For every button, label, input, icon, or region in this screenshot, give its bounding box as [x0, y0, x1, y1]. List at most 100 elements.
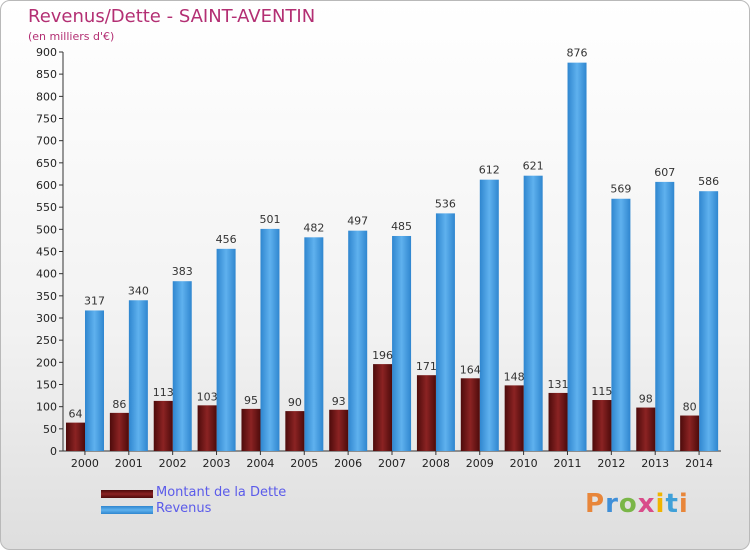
x-tick-label: 2009	[466, 457, 494, 470]
x-tick-label: 2003	[203, 457, 231, 470]
bar-revenue-2012	[611, 198, 631, 451]
bar-debt-2005	[285, 411, 305, 451]
data-label-revenue-2009: 612	[479, 164, 500, 177]
data-label-revenue-2002: 383	[172, 265, 193, 278]
bar-debt-2000	[66, 422, 85, 451]
data-label-revenue-2003: 456	[216, 233, 237, 246]
y-tick-label: 450	[36, 246, 57, 259]
y-tick-label: 600	[36, 179, 57, 192]
bar-debt-2010	[504, 385, 524, 451]
data-label-debt-2002: 113	[153, 386, 174, 399]
data-label-debt-2006: 93	[332, 395, 346, 408]
bar-revenue-2009	[479, 179, 499, 451]
bar-revenue-2013	[655, 181, 675, 451]
data-label-debt-2003: 103	[197, 390, 218, 403]
bar-revenue-2007	[392, 235, 412, 451]
bar-debt-2012	[592, 400, 612, 451]
data-labels: 64 317 86 340 113 383 103 456 95 501 90 482 93 497 196…	[69, 47, 720, 421]
x-tick-label: 2005	[290, 457, 318, 470]
data-label-revenue-2004: 501	[259, 213, 280, 226]
y-tick-label: 550	[36, 201, 57, 214]
y-tick-label: 50	[43, 423, 57, 436]
data-label-debt-2007: 196	[372, 349, 393, 362]
data-label-debt-2004: 95	[244, 394, 258, 407]
data-label-revenue-2007: 485	[391, 220, 412, 233]
data-label-revenue-2006: 497	[347, 215, 368, 228]
y-tick-label: 500	[36, 223, 57, 236]
data-label-debt-2001: 86	[112, 398, 126, 411]
x-tick-label: 2002	[159, 457, 187, 470]
bar-revenue-2008	[435, 213, 455, 451]
bar-debt-2001	[109, 412, 129, 451]
x-tick-label: 2011	[553, 457, 581, 470]
bar-debt-2007	[373, 364, 393, 451]
data-label-revenue-2008: 536	[435, 197, 456, 210]
data-label-debt-2012: 115	[591, 385, 612, 398]
y-tick-label: 300	[36, 312, 57, 325]
data-label-debt-2011: 131	[548, 378, 569, 391]
y-tick-label: 800	[36, 90, 57, 103]
legend-label-revenue: Revenus	[156, 501, 212, 516]
x-tick-label: 2010	[510, 457, 538, 470]
bar-debt-2002	[153, 400, 173, 451]
x-tick-label: 2013	[641, 457, 669, 470]
x-tick-label: 2000	[71, 457, 99, 470]
data-label-revenue-2011: 876	[567, 47, 588, 60]
bar-debt-2009	[460, 378, 480, 451]
x-tick-label: 2004	[246, 457, 274, 470]
y-tick-label: 900	[36, 46, 57, 59]
bar-revenue-2004	[260, 228, 280, 451]
data-label-revenue-2014: 586	[698, 175, 719, 188]
bar-debt-2006	[329, 409, 349, 451]
y-tick-label: 0	[50, 445, 57, 458]
bar-revenue-2005	[304, 237, 324, 451]
bar-revenue-2014	[699, 191, 719, 451]
bar-debt-2011	[548, 392, 568, 451]
y-tick-label: 700	[36, 135, 57, 148]
legend-label-debt: Montant de la Dette	[156, 485, 287, 500]
x-tick-label: 2008	[422, 457, 450, 470]
data-label-revenue-2000: 317	[84, 294, 105, 307]
data-label-debt-2014: 80	[683, 401, 697, 414]
x-tick-label: 2012	[597, 457, 625, 470]
data-label-revenue-2013: 607	[654, 166, 675, 179]
bar-debt-2004	[241, 408, 261, 451]
bars	[66, 62, 719, 451]
bar-revenue-2006	[348, 230, 368, 451]
data-label-revenue-2012: 569	[610, 183, 631, 196]
y-tick-label: 650	[36, 157, 57, 170]
legend-swatch-debt	[101, 490, 153, 498]
legend-swatch-revenue	[101, 506, 153, 514]
bar-revenue-2003	[216, 248, 236, 451]
x-tick-label: 2007	[378, 457, 406, 470]
bar-debt-2003	[197, 405, 217, 451]
bar-revenue-2010	[523, 175, 543, 451]
bar-revenue-2002	[172, 281, 192, 451]
data-label-revenue-2001: 340	[128, 284, 149, 297]
y-tick-label: 250	[36, 334, 57, 347]
y-tick-label: 200	[36, 356, 57, 369]
data-label-debt-2008: 171	[416, 360, 437, 373]
data-label-debt-2005: 90	[288, 396, 302, 409]
chart-title: Revenus/Dette - SAINT-AVENTIN	[28, 6, 316, 27]
bar-revenue-2000	[85, 310, 104, 451]
y-tick-label: 400	[36, 268, 57, 281]
y-tick-label: 150	[36, 379, 57, 392]
data-label-debt-2000: 64	[69, 408, 83, 421]
data-label-debt-2010: 148	[504, 370, 525, 383]
data-label-revenue-2010: 621	[523, 160, 544, 173]
data-label-debt-2013: 98	[639, 393, 653, 406]
y-tick-label: 350	[36, 290, 57, 303]
x-tick-label: 2014	[685, 457, 713, 470]
x-tick-label: 2001	[115, 457, 143, 470]
data-label-debt-2009: 164	[460, 363, 481, 376]
x-tick-label: 2006	[334, 457, 362, 470]
y-tick-label: 750	[36, 113, 57, 126]
bar-revenue-2001	[128, 300, 148, 451]
chart-subtitle: (en milliers d'€)	[28, 30, 115, 43]
proxiti-logo: Proxiti	[585, 489, 689, 519]
bar-debt-2014	[680, 415, 700, 451]
data-label-revenue-2005: 482	[303, 221, 324, 234]
